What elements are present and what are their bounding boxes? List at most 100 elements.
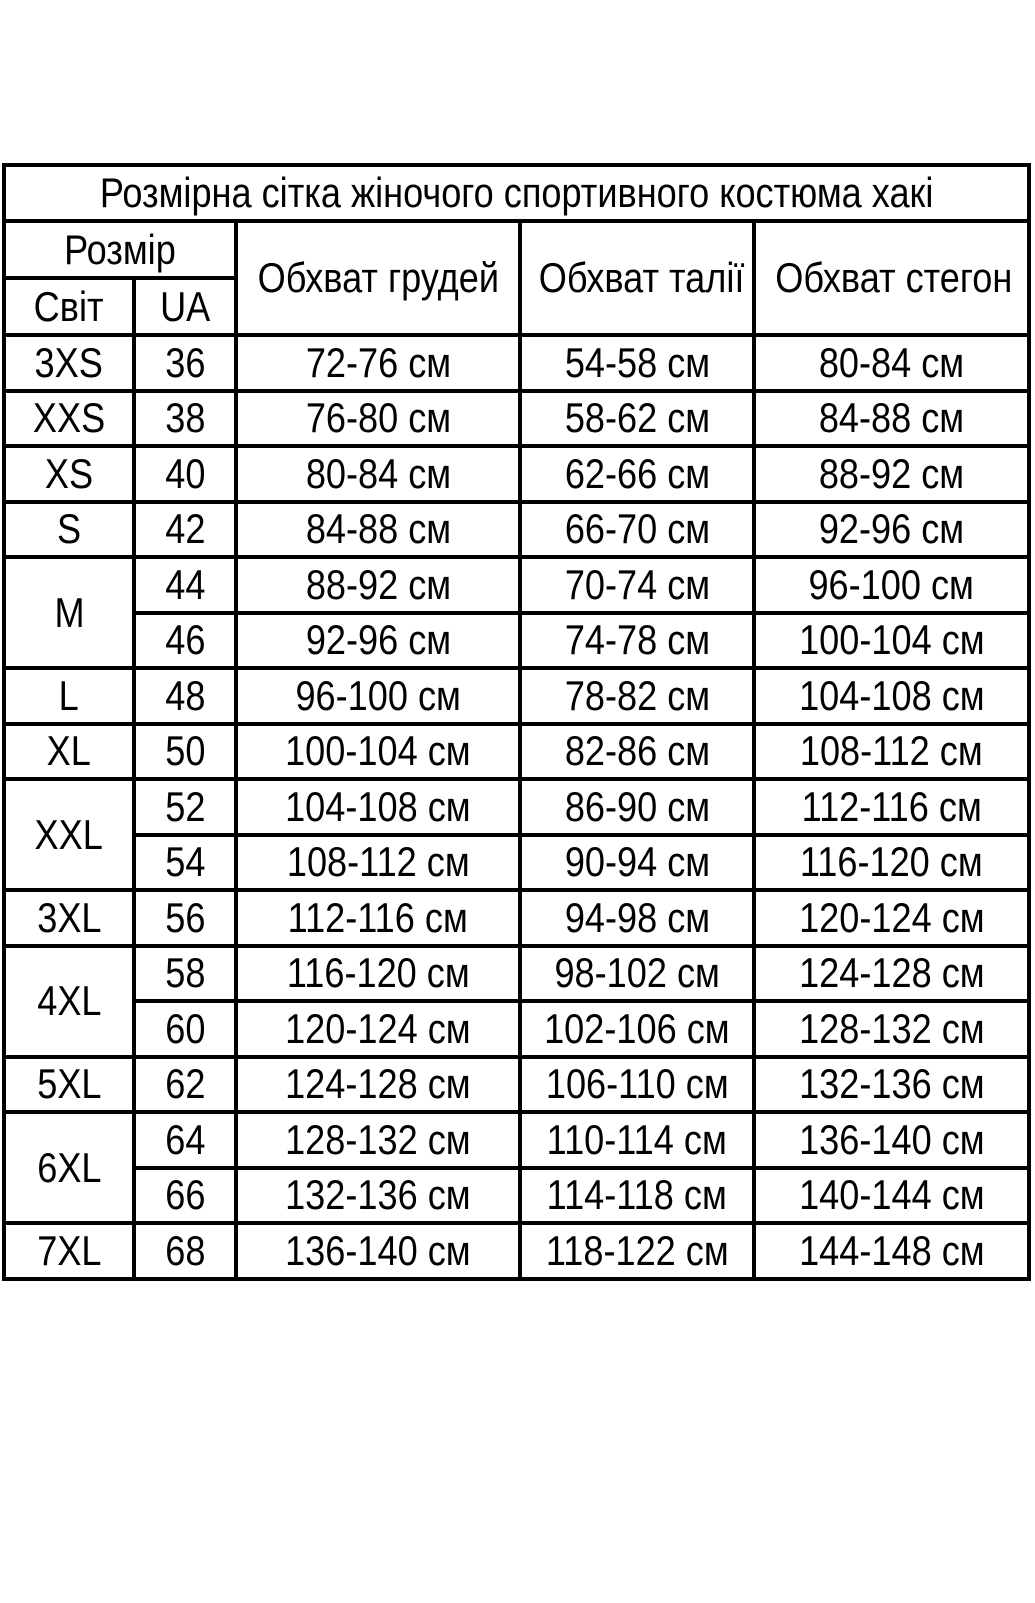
hips-cell: 136-140 см: [752, 1110, 1031, 1170]
table-row: 6XL 64 128-132 см 110-114 см 136-140 см: [2, 1110, 1031, 1225]
waist-cell: 58-62 см: [518, 388, 756, 448]
hips-cell-value: 84-88 см: [818, 394, 965, 442]
ua-size-cell-value: 68: [164, 1226, 206, 1274]
table-row: 46 92-96 см 74-78 см 100-104 см: [4, 610, 1031, 670]
chest-cell: 100-104 см: [234, 721, 522, 781]
world-size-cell: XXS: [2, 388, 136, 448]
hips-cell: 116-120 см: [752, 832, 1031, 892]
hips-cell-value: 116-120 см: [800, 838, 983, 886]
waist-cell-value: 62-66 см: [564, 449, 710, 497]
chest-cell-value: 84-88 см: [305, 505, 451, 553]
ua-size-header: UA: [132, 276, 238, 337]
hips-cell: 100-104 см: [752, 610, 1031, 670]
table-row: 5XL 62 124-128 см 106-110 см 132-136 см: [2, 1054, 1031, 1114]
hips-cell: 96-100 см: [752, 555, 1031, 615]
waist-cell: 78-82 см: [518, 666, 756, 726]
table-row: XXS 38 76-80 см 58-62 см 84-88 см: [2, 388, 1031, 448]
hips-cell-value: 136-140 см: [798, 1115, 985, 1163]
table-title: Розмірна сітка жіночого спортивного кост…: [2, 163, 1031, 223]
world-size-cell: S: [2, 499, 136, 559]
waist-cell-value: 106-110 см: [545, 1060, 729, 1108]
ua-size-cell-value: 66: [164, 1171, 206, 1219]
hips-cell-value: 128-132 см: [798, 1004, 985, 1052]
world-size-value: 3XS: [34, 338, 104, 386]
chest-cell: 112-116 см: [234, 888, 522, 948]
ua-size-cell: 62: [132, 1054, 238, 1114]
waist-cell: 74-78 см: [518, 610, 756, 670]
size-group-header-text: Розмір: [64, 225, 176, 273]
world-size-value: 5XL: [36, 1060, 102, 1108]
ua-size-header-text: UA: [159, 282, 211, 330]
header-row-2: Світ UA: [2, 276, 1029, 337]
waist-cell: 118-122 см: [518, 1221, 756, 1281]
hips-cell: 92-96 см: [752, 499, 1031, 559]
world-size-value: S: [56, 505, 82, 553]
waist-cell-value: 118-122 см: [545, 1226, 729, 1274]
waist-cell-value: 58-62 см: [564, 394, 710, 442]
world-size-value: XXL: [34, 810, 104, 858]
ua-size-cell: 50: [132, 721, 238, 781]
ua-size-cell: 54: [132, 832, 238, 892]
world-size-cell: XL: [2, 721, 136, 781]
world-size-value: XL: [46, 727, 92, 775]
hips-cell: 132-136 см: [752, 1054, 1031, 1114]
chest-cell: 128-132 см: [234, 1110, 522, 1170]
chest-cell-value: 92-96 см: [305, 616, 451, 664]
waist-cell-value: 66-70 см: [564, 505, 710, 553]
hips-cell: 120-124 см: [752, 888, 1031, 948]
ua-size-cell-value: 50: [164, 727, 206, 775]
world-size-value: XXS: [32, 394, 106, 442]
waist-cell: 98-102 см: [518, 943, 756, 1003]
table-row: S 42 84-88 см 66-70 см 92-96 см: [2, 499, 1031, 559]
waist-cell-value: 70-74 см: [564, 560, 710, 608]
world-size-value: 4XL: [36, 977, 102, 1024]
hips-cell-value: 132-136 см: [798, 1060, 985, 1108]
ua-size-cell: 56: [132, 888, 238, 948]
table-row: L 48 96-100 см 78-82 см 104-108 см: [2, 666, 1031, 726]
chest-cell-value: 128-132 см: [285, 1115, 471, 1163]
chest-cell: 120-124 см: [234, 999, 522, 1059]
hips-cell-value: 140-144 см: [798, 1171, 985, 1219]
hips-cell-value: 100-104 см: [798, 616, 985, 664]
ua-size-cell: 46: [132, 610, 238, 670]
ua-size-cell-value: 46: [164, 616, 206, 664]
chest-cell: 76-80 см: [234, 388, 522, 448]
world-size-value: 7XL: [36, 1226, 102, 1274]
chest-cell: 88-92 см: [234, 555, 522, 615]
waist-cell-value: 74-78 см: [564, 616, 710, 664]
chest-cell-value: 100-104 см: [285, 727, 471, 775]
chest-cell: 80-84 см: [234, 444, 522, 504]
waist-cell: 54-58 см: [518, 333, 756, 393]
hips-cell: 80-84 см: [752, 333, 1031, 393]
ua-size-cell-value: 58: [164, 949, 206, 997]
ua-size-cell-value: 56: [164, 893, 206, 941]
waist-cell: 114-118 см: [518, 1165, 756, 1225]
ua-size-cell-value: 44: [164, 560, 206, 608]
world-size-header-text: Світ: [34, 282, 104, 330]
size-rows: 3XS 36 72-76 см 54-58 см 80-84 см XXS 38 76-80 …: [2, 333, 1031, 1281]
hips-cell: 124-128 см: [752, 943, 1031, 1003]
hips-cell-value: 144-148 см: [798, 1226, 985, 1274]
chest-cell: 104-108 см: [234, 777, 522, 837]
chest-cell-value: 88-92 см: [305, 560, 451, 608]
waist-cell: 94-98 см: [518, 888, 756, 948]
hips-cell: 140-144 см: [752, 1165, 1031, 1225]
ua-size-cell-value: 52: [164, 782, 206, 830]
waist-cell-value: 110-114 см: [546, 1115, 728, 1163]
ua-size-cell: 52: [132, 777, 238, 837]
ua-size-cell: 64: [132, 1110, 238, 1170]
ua-size-cell-value: 64: [164, 1115, 206, 1163]
hips-cell-value: 108-112 см: [800, 727, 983, 775]
waist-cell-value: 86-90 см: [564, 782, 710, 830]
world-size-value: M: [53, 588, 85, 636]
world-size-header: Світ: [2, 276, 136, 337]
chest-header: Обхват грудей: [234, 219, 522, 337]
chest-cell-value: 132-136 см: [285, 1171, 471, 1219]
waist-cell: 82-86 см: [518, 721, 756, 781]
ua-size-cell: 60: [132, 999, 238, 1059]
world-size-cell: XXL: [2, 777, 136, 892]
chest-cell-value: 104-108 см: [285, 782, 471, 830]
waist-cell: 70-74 см: [518, 555, 756, 615]
waist-cell-value: 114-118 см: [546, 1171, 728, 1219]
table-row: 7XL 68 136-140 см 118-122 см 144-148 см: [2, 1221, 1031, 1281]
